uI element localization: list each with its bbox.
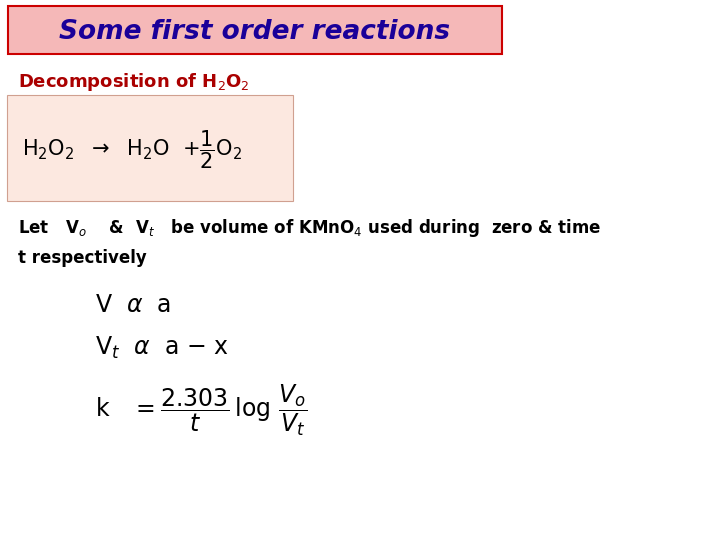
Text: H$_2$O$_2$  $\rightarrow$  H$_2$O  $+\dfrac{1}{2}$O$_2$: H$_2$O$_2$ $\rightarrow$ H$_2$O $+\dfrac… bbox=[22, 129, 242, 171]
FancyBboxPatch shape bbox=[7, 95, 293, 201]
Text: V  $\alpha$  a: V $\alpha$ a bbox=[95, 293, 171, 317]
FancyBboxPatch shape bbox=[8, 6, 502, 54]
Text: Decomposition of H$_2$O$_2$: Decomposition of H$_2$O$_2$ bbox=[18, 71, 250, 93]
Text: V$_t$  $\alpha$  a $-$ x: V$_t$ $\alpha$ a $-$ x bbox=[95, 335, 229, 361]
Text: Some first order reactions: Some first order reactions bbox=[60, 19, 451, 45]
Text: k   $=\dfrac{2.303}{t}\,\log\,\dfrac{V_o}{V_t}$: k $=\dfrac{2.303}{t}\,\log\,\dfrac{V_o}{… bbox=[95, 382, 307, 438]
Text: t respectively: t respectively bbox=[18, 249, 147, 267]
Text: Let   V$_o$    &  V$_t$   be volume of KMnO$_4$ used during  zero & time: Let V$_o$ & V$_t$ be volume of KMnO$_4$ … bbox=[18, 217, 601, 239]
